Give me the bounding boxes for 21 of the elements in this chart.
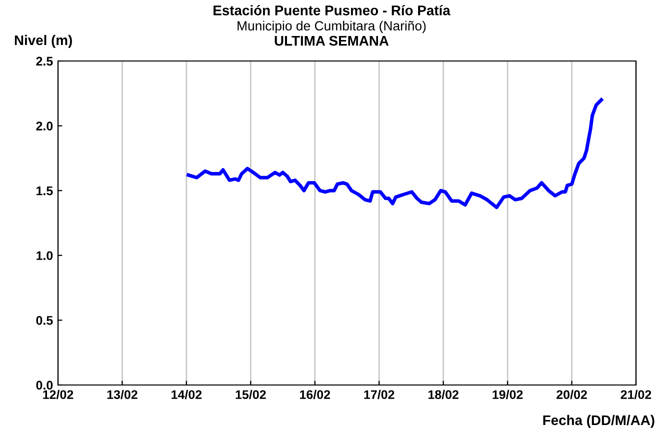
x-tick-label: 12/02 [43, 390, 74, 400]
x-tick-label: 21/02 [620, 390, 652, 400]
x-tick-label: 19/02 [492, 390, 523, 400]
x-tick-label: 17/02 [364, 390, 394, 400]
y-tick-label: 2.0 [36, 122, 53, 130]
y-tick-label: 2.5 [36, 56, 53, 66]
x-tick-label: 20/02 [556, 390, 587, 400]
x-tick-label: 18/02 [428, 390, 458, 400]
y-tick-label: 0.5 [36, 316, 53, 325]
x-tick-label: 16/02 [300, 390, 330, 400]
x-axis-title: Fecha (DD/M/AA) [543, 414, 654, 428]
x-tick-label: 14/02 [172, 390, 202, 400]
chart-subtitle: Municipio de Cumbitara (Nariño) [238, 20, 426, 34]
y-tick-label: 1.5 [36, 186, 53, 196]
text: ULTIMA SEMANA [274, 36, 389, 46]
y-tick-label: 0.0 [36, 380, 53, 390]
y-axis-title: Nivel (m) [14, 34, 72, 48]
y-tick-label: 1.0 [36, 251, 53, 260]
x-tick-label: 15/02 [236, 390, 266, 400]
chart-title: Estación Puente Pusmeo - Río Patía [214, 5, 450, 16]
x-tick-label: 13/02 [107, 390, 138, 400]
